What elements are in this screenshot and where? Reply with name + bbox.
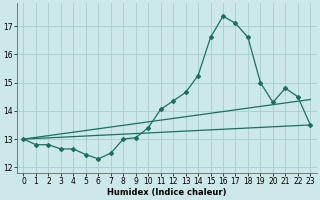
X-axis label: Humidex (Indice chaleur): Humidex (Indice chaleur): [107, 188, 227, 197]
